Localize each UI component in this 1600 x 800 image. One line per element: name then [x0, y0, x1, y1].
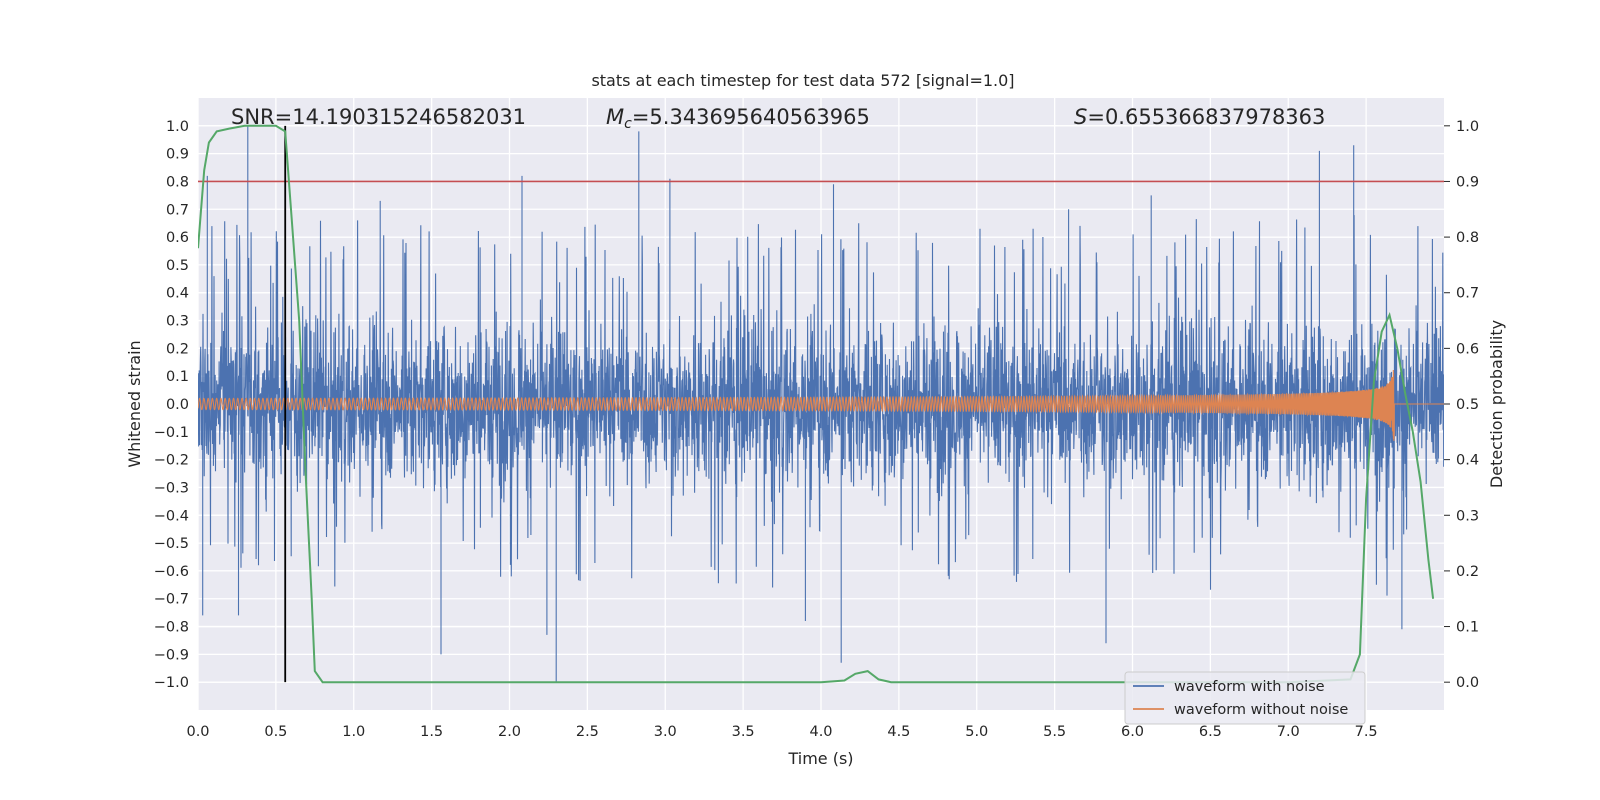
right-tick-label: 1.0 [1456, 119, 1479, 135]
x-axis-ticks: 0.0 0.5 1.0 1.5 2.0 2.5 3.0 3.5 4.0 4.5 5.0 5.5 6.0 6… [186, 724, 1377, 740]
y-tick-label: −0.6 [154, 564, 189, 580]
x-tick-label: 7.0 [1277, 724, 1300, 740]
y-tick-label: −0.1 [154, 425, 189, 441]
x-tick-label: 2.0 [498, 724, 521, 740]
y-tick-label: −0.4 [154, 508, 189, 524]
x-tick-label: 0.5 [264, 724, 287, 740]
y-tick-label: 1.0 [166, 119, 189, 135]
y-tick-label: −0.8 [154, 620, 189, 636]
y-tick-label: −0.3 [154, 480, 189, 496]
y-tick-label: 0.6 [166, 230, 189, 246]
right-tick-label: 0.4 [1456, 453, 1479, 469]
x-tick-label: 3.0 [654, 724, 677, 740]
x-tick-label: 0.0 [186, 724, 209, 740]
y-tick-label: −1.0 [154, 675, 189, 691]
y-axis-ticks: 1.0 0.9 0.8 0.7 0.6 0.5 0.4 0.3 0.2 0.1 0.0 −0.1 −0.… [154, 119, 189, 691]
right-axis-ticks: 1.0 0.9 0.8 0.7 0.6 0.5 0.4 0.3 0.2 0.1 0.0 [1444, 119, 1479, 691]
y-tick-label: 0.2 [166, 341, 189, 357]
y-tick-label: 0.7 [166, 202, 189, 218]
x-tick-label: 4.5 [887, 724, 910, 740]
right-tick-label: 0.3 [1456, 508, 1479, 524]
x-tick-label: 6.0 [1121, 724, 1144, 740]
x-tick-label: 5.5 [1043, 724, 1066, 740]
y-tick-label: −0.7 [154, 592, 189, 608]
detection-probability-line [198, 124, 1435, 684]
y-tick-label: 0.5 [166, 258, 189, 274]
x-tick-label: 4.0 [809, 724, 832, 740]
legend: waveform with noise waveform without noi… [1124, 671, 1366, 725]
y-tick-label: 0.3 [166, 314, 189, 330]
snr-annotation: SNR=14.190315246582031 [231, 105, 526, 129]
legend-box [1124, 671, 1366, 725]
right-tick-label: 0.7 [1456, 286, 1479, 302]
s-annotation: S=0.655366837978363 [1074, 105, 1325, 129]
right-axis-label: Detection probability [1487, 320, 1506, 488]
x-tick-label: 1.0 [342, 724, 365, 740]
waveform-without-noise-line [198, 370, 1444, 441]
right-tick-label: 0.1 [1456, 620, 1479, 636]
y-tick-label: 0.1 [166, 369, 189, 385]
x-tick-label: 3.5 [732, 724, 755, 740]
right-tick-label: 0.8 [1456, 230, 1479, 246]
legend-label-clean: waveform without noise [1174, 702, 1348, 718]
y-tick-label: 0.8 [166, 174, 189, 190]
x-tick-label: 5.0 [965, 724, 988, 740]
x-tick-label: 6.5 [1199, 724, 1222, 740]
x-tick-label: 2.5 [576, 724, 599, 740]
x-tick-label: 1.5 [420, 724, 443, 740]
y-tick-label: −0.2 [154, 453, 189, 469]
y-tick-label: 0.4 [166, 286, 189, 302]
chart-title: stats at each timestep for test data 572… [591, 71, 1014, 90]
right-tick-label: 0.2 [1456, 564, 1479, 580]
right-tick-label: 0.6 [1456, 341, 1479, 357]
right-tick-label: 0.9 [1456, 174, 1479, 190]
x-tick-label: 7.5 [1355, 724, 1378, 740]
y-tick-label: 0.9 [166, 147, 189, 163]
legend-label-noise: waveform with noise [1174, 679, 1325, 695]
y-tick-label: −0.9 [154, 647, 189, 663]
y-axis-label: Whitened strain [125, 340, 144, 467]
y-tick-label: 0.0 [166, 397, 189, 413]
chirp-mass-annotation: Mc=5.343695640563965 [606, 105, 870, 132]
y-tick-label: −0.5 [154, 536, 189, 552]
x-axis-label: Time (s) [787, 749, 853, 768]
right-tick-label: 0.0 [1456, 675, 1479, 691]
right-tick-label: 0.5 [1456, 397, 1479, 413]
waveform-with-noise-line [198, 125, 1444, 683]
